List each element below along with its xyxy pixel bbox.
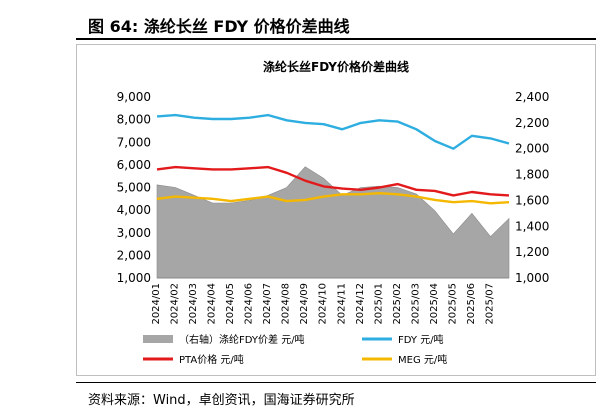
legend-item: MEG 元/吨 (362, 353, 447, 366)
series-line-3 (156, 191, 510, 205)
x-tick-label: 2024/06 (244, 283, 255, 325)
right-tick-label: 1,000 (515, 271, 549, 285)
series-area-0 (156, 166, 510, 279)
figure-header: 图 64: 涤纶长丝 FDY 价格价差曲线 (76, 8, 596, 40)
right-tick-label: 2,000 (515, 142, 549, 156)
x-tick-label: 2024/10 (318, 283, 329, 325)
left-tick-label: 8,000 (117, 113, 151, 127)
left-tick-label: 4,000 (117, 203, 151, 217)
x-tick-label: 2025/04 (429, 283, 440, 325)
legend-item: FDY 元/吨 (362, 333, 444, 346)
legend: （右轴）涤纶FDY价差 元/吨 FDY 元/吨 PTA价格 元/吨 MEG 元/吨 (143, 333, 447, 366)
legend-label: FDY 元/吨 (398, 333, 444, 346)
area-layer (156, 166, 510, 279)
figure-title-text: 涤纶长丝 FDY 价格价差曲线 (143, 17, 350, 36)
figure-footer: 资料来源：Wind，卓创资讯，国海证券研究所 (76, 382, 596, 413)
source-note: 资料来源：Wind，卓创资讯，国海证券研究所 (88, 393, 355, 408)
right-tick-label: 2,400 (515, 90, 549, 104)
right-axis-ticks: 1,000 1,200 1,400 1,600 1,800 2,000 2,200 2,400 (515, 90, 549, 285)
x-tick-label: 2024/04 (207, 283, 218, 325)
legend-label: （右轴）涤纶FDY价差 元/吨 (179, 333, 305, 346)
left-tick-label: 5,000 (117, 181, 151, 195)
left-axis-ticks: 1,000 2,000 3,000 4,000 5,000 6,000 7,000 8,000… (117, 90, 151, 285)
x-axis-ticks: 2024/01 2024/02 2024/03 2024/04 2024/05 2024/… (151, 283, 495, 325)
figure-label: 图 64: (88, 17, 139, 36)
legend-label: PTA价格 元/吨 (179, 353, 244, 366)
left-tick-label: 7,000 (117, 135, 151, 149)
x-tick-label: 2024/01 (151, 283, 162, 325)
left-tick-label: 2,000 (117, 248, 151, 262)
x-tick-label: 2024/03 (188, 283, 199, 325)
chart-panel: 涤纶长丝FDY价格价差曲线 1,000 2,000 3,000 4,000 5,000 6… (76, 44, 596, 376)
x-tick-label: 2024/07 (262, 283, 273, 325)
left-tick-label: 1,000 (117, 271, 151, 285)
left-tick-label: 3,000 (117, 226, 151, 240)
legend-label: MEG 元/吨 (398, 353, 447, 366)
right-tick-label: 2,200 (515, 116, 549, 130)
right-tick-label: 1,600 (515, 193, 549, 207)
x-tick-label: 2025/03 (410, 283, 421, 325)
right-tick-label: 1,200 (515, 245, 549, 259)
right-tick-label: 1,800 (515, 168, 549, 182)
series-line-2 (156, 165, 510, 197)
left-tick-label: 9,000 (117, 90, 151, 104)
legend-item: （右轴）涤纶FDY价差 元/吨 (143, 333, 305, 346)
figure-title: 图 64: 涤纶长丝 FDY 价格价差曲线 (88, 13, 350, 37)
x-tick-label: 2025/07 (484, 283, 495, 325)
right-tick-label: 1,400 (515, 219, 549, 233)
x-tick-label: 2024/11 (336, 283, 347, 325)
x-tick-label: 2024/02 (170, 283, 181, 325)
series-line-1 (156, 113, 510, 150)
chart: 涤纶长丝FDY价格价差曲线 1,000 2,000 3,000 4,000 5,000 6… (117, 59, 550, 366)
x-tick-label: 2025/06 (466, 283, 477, 325)
legend-item: PTA价格 元/吨 (143, 353, 244, 366)
x-tick-label: 2025/01 (373, 283, 384, 325)
x-tick-label: 2024/12 (355, 283, 366, 325)
chart-title: 涤纶长丝FDY价格价差曲线 (263, 59, 409, 74)
legend-swatch (143, 335, 173, 343)
x-tick-label: 2025/02 (392, 283, 403, 325)
x-tick-label: 2024/08 (281, 283, 292, 325)
left-tick-label: 6,000 (117, 158, 151, 172)
lines-layer (156, 113, 510, 205)
x-tick-label: 2024/09 (299, 283, 310, 325)
x-tick-label: 2025/05 (447, 283, 458, 325)
x-tick-label: 2024/05 (225, 283, 236, 325)
